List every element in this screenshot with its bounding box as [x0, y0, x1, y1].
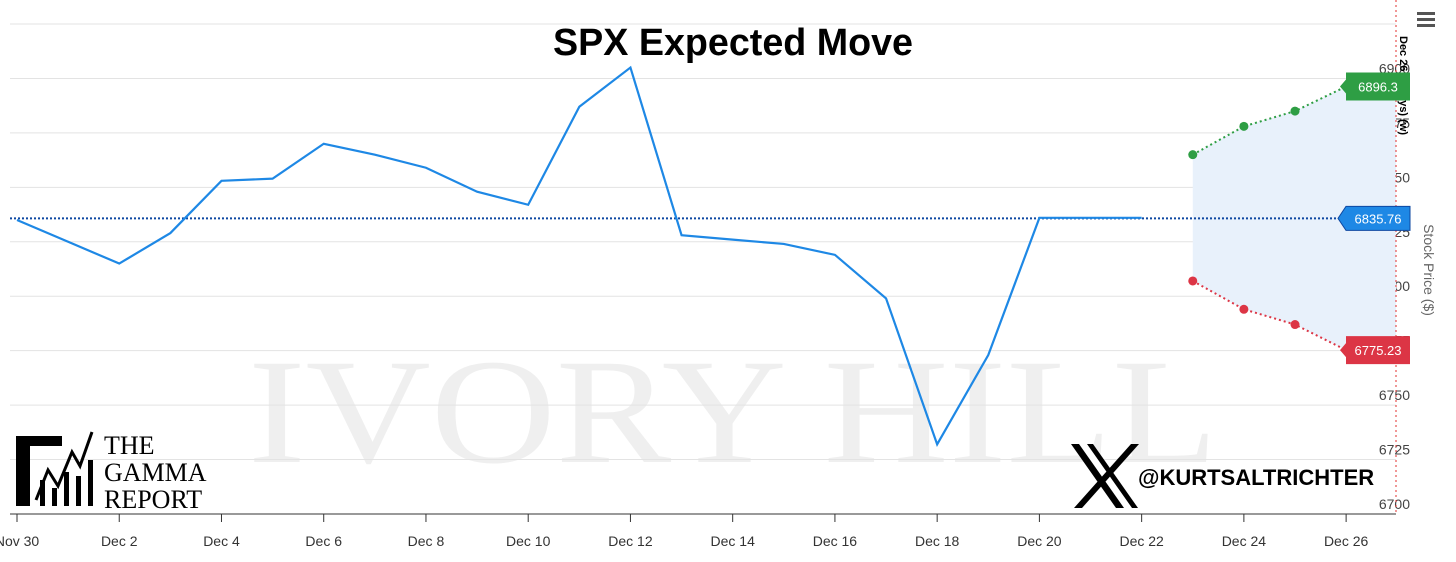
plot-area: 670067256750677568006825685068756900Stoc…: [0, 0, 1437, 549]
x-logo-stroke: [1074, 444, 1139, 508]
logo-bar: [64, 472, 69, 506]
y-tick-label: 6750: [1379, 387, 1410, 403]
point: [1239, 304, 1249, 314]
current-price-flag: [1337, 205, 1411, 231]
menu-bar: [1417, 24, 1435, 27]
x-tick-label: Dec 18: [915, 533, 960, 549]
logo-bar: [88, 460, 93, 506]
x-tick-label: Dec 4: [203, 533, 240, 549]
x-tick-label: Dec 14: [711, 533, 756, 549]
chart-title: SPX Expected Move: [553, 22, 913, 64]
logo-shape: [16, 436, 62, 506]
expected-move-line: [1192, 85, 1347, 156]
point: [1188, 276, 1198, 286]
menu-icon[interactable]: [1417, 12, 1435, 27]
x-tick-label: Dec 8: [408, 533, 445, 549]
x-tick-label: Dec 16: [813, 533, 858, 549]
point: [1188, 150, 1198, 160]
value-flag: [1340, 336, 1410, 365]
x-tick-label: Dec 6: [305, 533, 342, 549]
x-tick-label: Dec 2: [101, 533, 138, 549]
x-tick-label: Nov 30: [0, 533, 39, 549]
x-tick-label: Dec 20: [1017, 533, 1062, 549]
menu-bar: [1417, 18, 1435, 21]
y-axis-title: Stock Price ($): [1421, 224, 1437, 316]
current-price-label: 6835.76: [1355, 211, 1402, 226]
logo-line: [34, 431, 94, 501]
x-tick-label: Dec 10: [506, 533, 551, 549]
value-flag: [1340, 72, 1410, 101]
watermark: IVORY HILL: [248, 329, 1218, 495]
point: [1239, 121, 1249, 131]
y-tick-label: 6725: [1379, 442, 1410, 458]
x-tick-label: Dec 12: [608, 533, 653, 549]
point: [1290, 320, 1300, 330]
logo-bar: [40, 480, 45, 506]
y-tick-label: 6700: [1379, 496, 1410, 512]
logo-bar: [76, 476, 81, 506]
x-tick-label: Dec 26: [1324, 533, 1369, 549]
expected-move-line: [1192, 280, 1347, 352]
price-line: [16, 65, 1142, 447]
point: [1290, 106, 1300, 116]
y-tick-label: 6900: [1379, 60, 1410, 76]
value-flag-label: 6775.23: [1355, 343, 1402, 358]
logo-text: THE: [104, 431, 155, 460]
x-tick-label: Dec 22: [1119, 533, 1164, 549]
x-tick-label: Dec 24: [1222, 533, 1267, 549]
menu-bar: [1417, 12, 1435, 15]
value-flag-label: 6896.3: [1358, 80, 1398, 95]
x-logo: @KURTSALTRICHTER: [1071, 444, 1374, 508]
logo-text: GAMMA: [104, 458, 207, 487]
gamma-logo: THE GAMMA REPORT: [16, 431, 207, 514]
handle: @KURTSALTRICHTER: [1138, 465, 1374, 490]
logo-text: REPORT: [104, 485, 202, 514]
logo-bar: [52, 488, 57, 506]
